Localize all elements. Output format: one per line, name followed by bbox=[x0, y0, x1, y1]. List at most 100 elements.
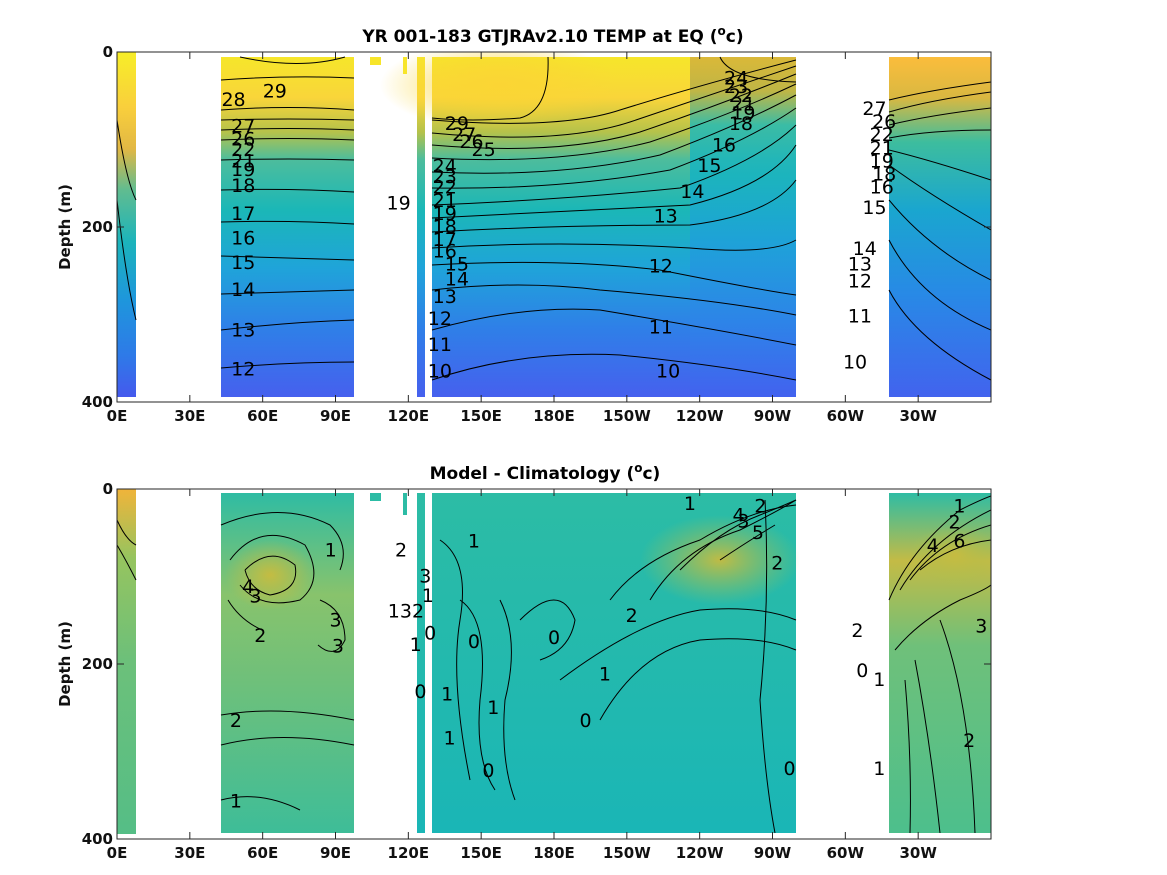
contour-label: 1 bbox=[599, 664, 611, 686]
contour-label: 1 bbox=[873, 669, 885, 691]
contour-label: 15 bbox=[231, 252, 255, 274]
contour-label: 0 bbox=[580, 710, 592, 732]
chart-title-bottom: Model - Climatology (oc) bbox=[430, 461, 661, 484]
contour-label: 10 bbox=[428, 360, 452, 382]
contour-label: 11 bbox=[649, 317, 673, 339]
contour-labels-top: 2928272622211918171615141312192927262524… bbox=[221, 67, 896, 382]
contour-label: 21 bbox=[231, 150, 255, 172]
contour-label: 2 bbox=[230, 710, 242, 732]
contour-label: 1 bbox=[468, 531, 480, 553]
y-ticks-top: 0 200 400 bbox=[82, 43, 991, 411]
contour-label: 16 bbox=[870, 177, 894, 199]
contour-label: 24 bbox=[724, 67, 748, 89]
contour-label: 12 bbox=[848, 270, 872, 292]
contour-label: 0 bbox=[414, 681, 426, 703]
x-tick-label: 180E bbox=[533, 844, 575, 862]
contour-label: 16 bbox=[712, 135, 736, 157]
contour-label: 14 bbox=[680, 181, 704, 203]
contour-label: 19 bbox=[870, 150, 894, 172]
x-tick-label: 0E bbox=[107, 407, 128, 425]
contour-label: 2 bbox=[395, 539, 407, 561]
contour-label: 5 bbox=[752, 522, 764, 544]
contour-label: 3 bbox=[975, 615, 987, 637]
contour-label: 21 bbox=[870, 137, 894, 159]
contour-label: 27 bbox=[452, 124, 476, 146]
contour-label: 23 bbox=[433, 166, 457, 188]
contour-label: 10 bbox=[843, 352, 867, 374]
x-tick-label: 30W bbox=[899, 407, 937, 425]
contour-label: 12 bbox=[231, 359, 255, 381]
contour-label: 0 bbox=[783, 758, 795, 780]
contour-label: 1 bbox=[873, 758, 885, 780]
contour-label: 4 bbox=[242, 576, 254, 598]
y-tick-label: 0 bbox=[103, 43, 113, 61]
contour-label: 18 bbox=[872, 164, 896, 186]
contour-label: 27 bbox=[862, 98, 886, 120]
contour-label: 22 bbox=[870, 124, 894, 146]
contour-label: 2 bbox=[771, 552, 783, 574]
x-tick-label: 90W bbox=[754, 844, 792, 862]
field-segment bbox=[403, 57, 407, 74]
warm-anomaly bbox=[910, 525, 991, 585]
x-tick-label: 150E bbox=[460, 844, 502, 862]
contour-label: 4 bbox=[732, 504, 744, 526]
x-tick-label: 90W bbox=[754, 407, 792, 425]
contour-label: 15 bbox=[697, 155, 721, 177]
x-tick-label: 150W bbox=[603, 844, 651, 862]
contour-label: 11 bbox=[428, 334, 452, 356]
contour-label: 22 bbox=[231, 139, 255, 161]
y-tick-label: 400 bbox=[82, 830, 113, 848]
axes-top: 0E 30E 60E 90E 120E 150E 180E 150W 120W 90W 60W 30W… bbox=[56, 43, 992, 425]
contour-label: 15 bbox=[445, 254, 469, 276]
y-tick-label: 200 bbox=[82, 218, 113, 236]
contour-label: 13 bbox=[654, 206, 678, 228]
contour-label: 2 bbox=[626, 605, 638, 627]
contour-label: 1 bbox=[953, 496, 965, 518]
contour-label: 25 bbox=[472, 139, 496, 161]
contour-lines-top bbox=[117, 56, 991, 381]
contour-label: 18 bbox=[729, 113, 753, 135]
x-tick-label: 60E bbox=[247, 407, 278, 425]
contour-lines-bottom bbox=[117, 495, 991, 834]
contour-label: 13 bbox=[433, 286, 457, 308]
contour-label: 3 bbox=[249, 586, 261, 608]
contour-label: 6 bbox=[953, 531, 965, 553]
contour-label: 17 bbox=[231, 203, 255, 225]
contour-label: 19 bbox=[433, 203, 457, 225]
contour-label: 29 bbox=[445, 113, 469, 135]
x-tick-label: 150W bbox=[603, 407, 651, 425]
contour-label: 1 bbox=[410, 634, 422, 656]
chart-title-top: YR 001-183 GTJRAv2.10 TEMP at EQ (oc) bbox=[361, 24, 743, 47]
contour-label: 0 bbox=[548, 627, 560, 649]
contour-label: 22 bbox=[433, 177, 457, 199]
contour-label: 19 bbox=[387, 192, 411, 214]
field-segment bbox=[690, 57, 796, 397]
contour-label: 2 bbox=[754, 496, 766, 518]
field-segment bbox=[889, 57, 991, 397]
field-segment bbox=[221, 57, 354, 397]
contour-label: 18 bbox=[231, 175, 255, 197]
x-tick-label: 60W bbox=[827, 407, 865, 425]
contour-label: 17 bbox=[433, 229, 457, 251]
contour-label: 24 bbox=[433, 156, 457, 178]
field-segment bbox=[117, 489, 136, 834]
axes-bottom: 0E 30E 60E 90E 120E 150E 180E 150W 120W 90W 60W 30W… bbox=[56, 480, 992, 862]
x-tick-label: 150E bbox=[460, 407, 502, 425]
panel-bottom: Model - Climatology (oc) bbox=[56, 461, 992, 862]
field-segment bbox=[117, 52, 136, 397]
contour-label: 0 bbox=[424, 622, 436, 644]
x-tick-label: 30E bbox=[174, 407, 205, 425]
x-tick-label: 180E bbox=[533, 407, 575, 425]
contour-label: 3 bbox=[419, 566, 431, 588]
contour-label: 22 bbox=[729, 85, 753, 107]
contour-label: 1 bbox=[230, 790, 242, 812]
y-axis-label-top: Depth (m) bbox=[56, 184, 74, 270]
contour-label: 26 bbox=[459, 131, 483, 153]
y-tick-label: 200 bbox=[82, 655, 113, 673]
contour-label: 15 bbox=[862, 197, 886, 219]
contour-label: 18 bbox=[433, 216, 457, 238]
x-tick-label: 90E bbox=[320, 844, 351, 862]
field-segment bbox=[403, 493, 407, 515]
contour-label: 2 bbox=[851, 620, 863, 642]
